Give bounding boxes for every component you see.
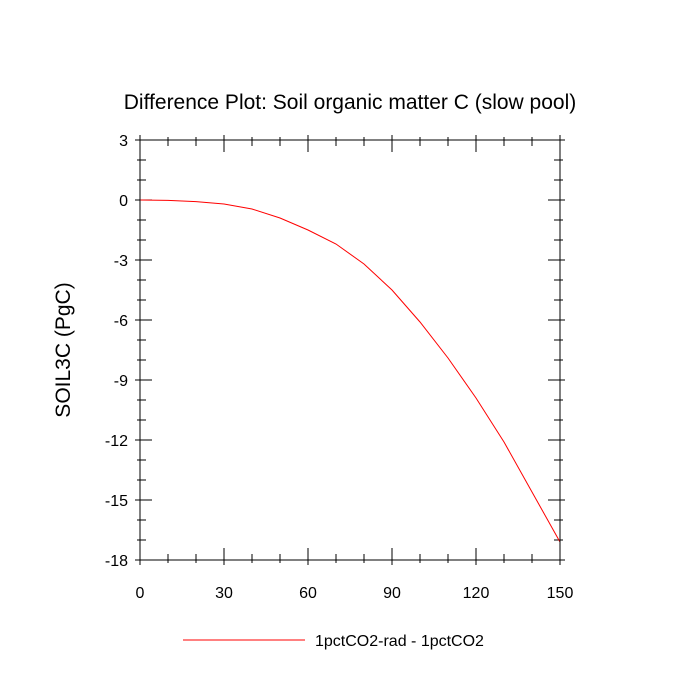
x-tick-label: 90 <box>383 585 401 602</box>
legend-label: 1pctCO2-rad - 1pctCO2 <box>315 633 484 650</box>
y-tick-label: -9 <box>114 373 128 390</box>
y-axis-label: SOIL3C (PgC) <box>52 282 75 417</box>
legend: 1pctCO2-rad - 1pctCO2 <box>183 633 484 650</box>
x-tick-label: 120 <box>463 585 490 602</box>
x-tick-label: 60 <box>299 585 317 602</box>
x-tick-label: 30 <box>215 585 233 602</box>
y-tick-label: -3 <box>114 253 128 270</box>
x-tick-label: 150 <box>547 585 574 602</box>
chart-title: Difference Plot: Soil organic matter C (… <box>124 91 576 114</box>
y-tick-label: -15 <box>105 493 128 510</box>
y-tick-label: -6 <box>114 313 128 330</box>
x-tick-label: 0 <box>136 585 145 602</box>
series-line <box>139 199 561 543</box>
axis-ticks: 30-3-6-9-12-15-180 30 60 90 120 150 <box>105 133 574 602</box>
plot-frame <box>139 139 561 561</box>
y-tick-label: -12 <box>105 433 128 450</box>
y-tick-label: 3 <box>119 133 128 150</box>
series-layer <box>139 199 561 543</box>
y-tick-label: 0 <box>119 193 128 210</box>
y-tick-label: -18 <box>105 553 128 570</box>
